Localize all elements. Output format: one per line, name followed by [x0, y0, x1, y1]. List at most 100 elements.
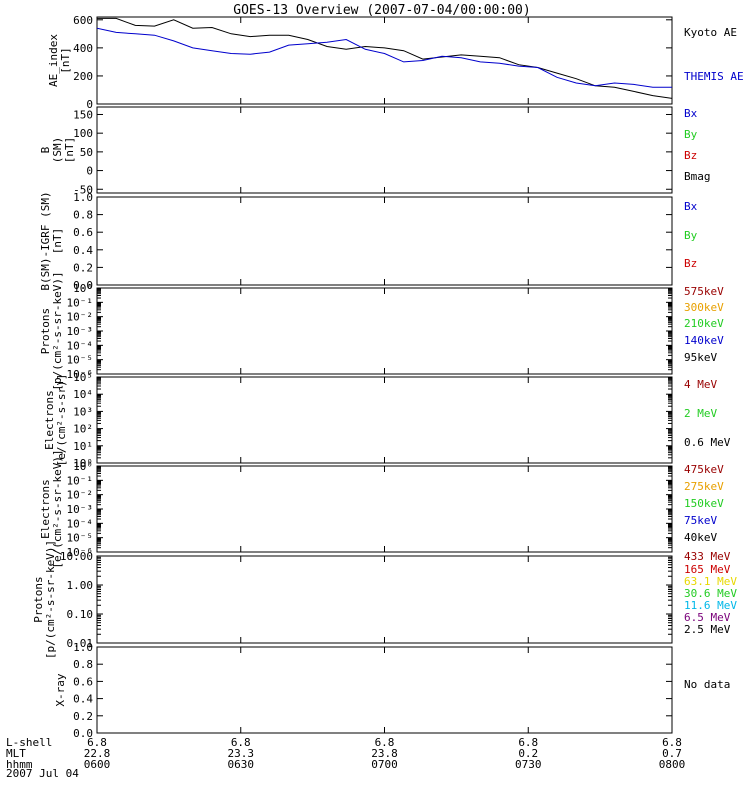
- x-tick-label: 0800: [659, 758, 686, 771]
- series-line: [97, 27, 672, 88]
- legend-entry: By: [684, 229, 698, 242]
- y-tick-label: 10⁻³: [67, 325, 94, 338]
- y-tick-label: 0.2: [73, 261, 93, 274]
- legend-entry: 11.6 MeV: [684, 599, 737, 612]
- y-tick-label: 10⁻⁵: [67, 532, 94, 545]
- legend-entry: 63.1 MeV: [684, 575, 737, 588]
- y-tick-label: 200: [73, 70, 93, 83]
- y-tick-label: 100: [73, 127, 93, 140]
- y-tick-label: 10⁻⁴: [67, 339, 94, 352]
- y-tick-label: 1.0: [73, 191, 93, 204]
- panel-frame: [96, 555, 673, 644]
- legend-entry: 165 MeV: [684, 563, 731, 576]
- panel-1: -50 0 50 100 150 B (SM) [nT] Bx By Bz Bmag: [39, 106, 711, 196]
- legend-entry: 275keV: [684, 480, 724, 493]
- legend-entry: By: [684, 128, 698, 141]
- y-tick-label: 0.10: [67, 608, 94, 621]
- y-tick-label: 10⁻⁵: [67, 354, 94, 367]
- y-axis-label: (SM): [51, 137, 64, 164]
- x-tick-label: 0.2: [518, 747, 538, 760]
- y-tick-label: 10⁻¹: [67, 474, 94, 487]
- panel-2: 0.0 0.2 0.4 0.6 0.8 1.0 B(SM)-IGRF (SM) [nT] Bx B…: [39, 191, 698, 292]
- legend-entry: Bz: [684, 257, 697, 270]
- panel-frame: [96, 106, 673, 194]
- legend-entry: 40keV: [684, 531, 717, 544]
- x-axis-row-label: 2007 Jul 04: [6, 767, 79, 780]
- y-tick-label: 0.8: [73, 209, 93, 222]
- series-line: [97, 17, 672, 99]
- x-tick-label: 23.8: [371, 747, 398, 760]
- y-axis-label: [p/(cm²-s-sr-keV)]: [44, 540, 57, 659]
- legend-entry: 150keV: [684, 497, 724, 510]
- panel-frame: [96, 287, 673, 375]
- y-tick-label: 10⁻²: [67, 489, 94, 502]
- panel-0: 0 200 400 600 AE_index [nT] Kyoto AE THEMIS AE: [47, 14, 744, 111]
- figure-title: GOES-13 Overview (2007-07-04/00:00:00): [233, 3, 530, 18]
- y-tick-label: -50: [73, 183, 93, 196]
- y-axis-label: Protons: [39, 308, 52, 354]
- panel-4: 10⁵ 10⁴ 10³ 10² 10¹ 10⁰ Electrons [e/(cm²-s-sr)…: [43, 371, 731, 470]
- panel-frame: [96, 376, 673, 464]
- y-tick-label: 10⁰: [73, 460, 93, 473]
- y-tick-label: 10⁻³: [67, 503, 94, 516]
- y-tick-label: 0.2: [73, 710, 93, 723]
- legend-entry: 95keV: [684, 351, 717, 364]
- y-tick-label: 10⁻⁶: [67, 368, 94, 381]
- y-axis-label: X-ray: [54, 673, 67, 706]
- x-axis-row-label: MLT: [6, 747, 26, 760]
- panel-frame: [96, 16, 673, 105]
- y-axis-label: [e/(cm²-s-sr-keV)]: [51, 449, 64, 568]
- panel-7: 0.0 0.2 0.4 0.6 0.8 1.0 X-ray No data: [54, 641, 730, 740]
- legend-entry: 2.5 MeV: [684, 623, 731, 636]
- x-tick-label: 6.8: [375, 736, 395, 749]
- legend-entry: 75keV: [684, 514, 717, 527]
- legend-entry: Kyoto AE: [684, 26, 737, 39]
- x-tick-label: 0700: [371, 758, 398, 771]
- y-axis-label: [nT]: [59, 47, 72, 74]
- y-tick-label: 10²: [73, 423, 93, 436]
- x-tick-label: 0630: [228, 758, 255, 771]
- y-tick-label: 10.00: [60, 550, 93, 563]
- legend-entry: Bx: [684, 107, 698, 120]
- y-tick-label: 0.4: [73, 693, 93, 706]
- panel-6: 10.00 1.00 0.10 0.01 Protons [p/(cm²-s-sr-keV…: [32, 540, 737, 659]
- y-tick-label: 10⁰: [73, 457, 93, 470]
- y-tick-label: 10¹: [73, 440, 93, 453]
- legend-entry: 575keV: [684, 285, 724, 298]
- y-axis-label: Electrons: [39, 479, 52, 539]
- y-tick-label: 10⁻⁶: [67, 546, 94, 559]
- legend-entry: 210keV: [684, 317, 724, 330]
- y-tick-label: 400: [73, 42, 93, 55]
- y-axis-label: [p/(cm²-s-sr-keV)]: [51, 271, 64, 390]
- y-tick-label: 10⁻²: [67, 311, 94, 324]
- y-tick-label: 0.0: [73, 727, 93, 740]
- panel-frame: [96, 196, 673, 286]
- y-tick-label: 0.4: [73, 244, 93, 257]
- y-tick-label: 0.0: [73, 279, 93, 292]
- legend-entry: 300keV: [684, 301, 724, 314]
- y-tick-label: 0.01: [67, 637, 94, 650]
- y-tick-label: 10⁻¹: [67, 296, 94, 309]
- legend-entry: Bx: [684, 200, 698, 213]
- y-axis-label: [nT]: [51, 228, 64, 255]
- x-tick-label: 6.8: [231, 736, 251, 749]
- x-tick-label: 23.3: [228, 747, 255, 760]
- legend-entry: THEMIS AE: [684, 70, 744, 83]
- panel-frame: [96, 646, 673, 734]
- legend-entry: 475keV: [684, 463, 724, 476]
- legend-entry: No data: [684, 678, 730, 691]
- x-axis-row-label: hhmm: [6, 758, 33, 771]
- y-tick-label: 1.0: [73, 641, 93, 654]
- y-tick-label: 0.6: [73, 675, 93, 688]
- x-tick-label: 22.8: [84, 747, 111, 760]
- legend-entry: 2 MeV: [684, 407, 717, 420]
- x-tick-label: 0600: [84, 758, 111, 771]
- y-tick-label: 1.00: [67, 579, 94, 592]
- legend-entry: 4 MeV: [684, 378, 717, 391]
- y-tick-label: 50: [80, 146, 93, 159]
- y-tick-label: 10⁴: [73, 388, 93, 401]
- y-tick-label: 0: [86, 98, 93, 111]
